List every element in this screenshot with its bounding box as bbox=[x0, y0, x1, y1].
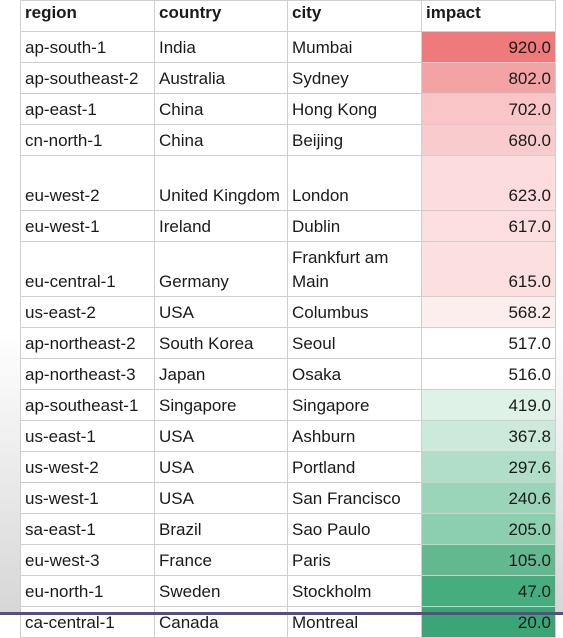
column-header-country[interactable]: country bbox=[154, 0, 288, 32]
country-cell: Japan bbox=[154, 358, 288, 390]
region-cell: sa-east-1 bbox=[20, 513, 155, 545]
country-cell: USA bbox=[154, 296, 288, 328]
country-cell: Sweden bbox=[154, 575, 288, 607]
table-row[interactable]: ap-northeast-3 Japan Osaka 516.0 bbox=[20, 358, 556, 390]
table-row[interactable]: eu-central-1 Germany Frankfurt am Main 6… bbox=[20, 241, 556, 297]
country-cell: Singapore bbox=[154, 389, 288, 421]
impact-cell: 516.0 bbox=[421, 358, 556, 390]
impact-table: region country city impact ap-south-1 In… bbox=[20, 0, 556, 638]
city-cell: San Francisco bbox=[287, 482, 422, 514]
region-cell: ap-northeast-2 bbox=[20, 327, 155, 359]
country-cell: China bbox=[154, 124, 288, 156]
region-cell: ap-east-1 bbox=[20, 93, 155, 125]
region-cell: ap-northeast-3 bbox=[20, 358, 155, 390]
table-row[interactable]: ap-southeast-1 Singapore Singapore 419.0 bbox=[20, 389, 556, 421]
region-cell: eu-central-1 bbox=[20, 241, 155, 297]
column-header-city[interactable]: city bbox=[287, 0, 422, 32]
impact-cell: 680.0 bbox=[421, 124, 556, 156]
city-cell: Beijing bbox=[287, 124, 422, 156]
region-cell: ap-southeast-2 bbox=[20, 62, 155, 94]
city-cell: Columbus bbox=[287, 296, 422, 328]
city-cell: Sydney bbox=[287, 62, 422, 94]
region-cell: us-west-2 bbox=[20, 451, 155, 483]
region-cell: us-east-2 bbox=[20, 296, 155, 328]
country-cell: USA bbox=[154, 482, 288, 514]
impact-cell: 205.0 bbox=[421, 513, 556, 545]
country-cell: China bbox=[154, 93, 288, 125]
city-cell: Sao Paulo bbox=[287, 513, 422, 545]
city-cell: Mumbai bbox=[287, 31, 422, 63]
impact-cell: 615.0 bbox=[421, 241, 556, 297]
impact-cell: 702.0 bbox=[421, 93, 556, 125]
city-cell: London bbox=[287, 155, 422, 211]
impact-cell: 617.0 bbox=[421, 210, 556, 242]
country-cell: United Kingdom bbox=[154, 155, 288, 211]
impact-cell: 517.0 bbox=[421, 327, 556, 359]
region-cell: eu-west-2 bbox=[20, 155, 155, 211]
city-cell: Frankfurt am Main bbox=[287, 241, 422, 297]
table-row[interactable]: eu-west-3 France Paris 105.0 bbox=[20, 544, 556, 576]
impact-cell: 568.2 bbox=[421, 296, 556, 328]
country-cell: Germany bbox=[154, 241, 288, 297]
impact-cell: 623.0 bbox=[421, 155, 556, 211]
region-cell: eu-north-1 bbox=[20, 575, 155, 607]
country-cell: India bbox=[154, 31, 288, 63]
table-container: region country city impact ap-south-1 In… bbox=[20, 0, 556, 638]
table-row[interactable]: us-west-1 USA San Francisco 240.6 bbox=[20, 482, 556, 514]
impact-cell: 297.6 bbox=[421, 451, 556, 483]
table-row[interactable]: cn-north-1 China Beijing 680.0 bbox=[20, 124, 556, 156]
impact-cell: 419.0 bbox=[421, 389, 556, 421]
country-cell: USA bbox=[154, 420, 288, 452]
country-cell: South Korea bbox=[154, 327, 288, 359]
city-cell: Singapore bbox=[287, 389, 422, 421]
impact-cell: 105.0 bbox=[421, 544, 556, 576]
region-cell: cn-north-1 bbox=[20, 124, 155, 156]
city-cell: Dublin bbox=[287, 210, 422, 242]
table-row[interactable]: eu-west-1 Ireland Dublin 617.0 bbox=[20, 210, 556, 242]
bottom-border bbox=[0, 612, 563, 615]
city-cell: Stockholm bbox=[287, 575, 422, 607]
region-cell: ap-southeast-1 bbox=[20, 389, 155, 421]
impact-cell: 367.8 bbox=[421, 420, 556, 452]
table-row[interactable]: us-east-1 USA Ashburn 367.8 bbox=[20, 420, 556, 452]
table-row[interactable]: eu-west-2 United Kingdom London 623.0 bbox=[20, 155, 556, 211]
impact-cell: 240.6 bbox=[421, 482, 556, 514]
table-row[interactable]: ap-southeast-2 Australia Sydney 802.0 bbox=[20, 62, 556, 94]
column-header-region[interactable]: region bbox=[20, 0, 155, 32]
region-cell: ap-south-1 bbox=[20, 31, 155, 63]
table-row[interactable]: ap-east-1 China Hong Kong 702.0 bbox=[20, 93, 556, 125]
column-header-impact[interactable]: impact bbox=[421, 0, 556, 32]
table-row[interactable]: ap-northeast-2 South Korea Seoul 517.0 bbox=[20, 327, 556, 359]
table-row[interactable]: ap-south-1 India Mumbai 920.0 bbox=[20, 31, 556, 63]
country-cell: Australia bbox=[154, 62, 288, 94]
region-cell: us-east-1 bbox=[20, 420, 155, 452]
country-cell: USA bbox=[154, 451, 288, 483]
city-cell: Paris bbox=[287, 544, 422, 576]
city-cell: Hong Kong bbox=[287, 93, 422, 125]
impact-cell: 47.0 bbox=[421, 575, 556, 607]
impact-cell: 920.0 bbox=[421, 31, 556, 63]
country-cell: Brazil bbox=[154, 513, 288, 545]
country-cell: France bbox=[154, 544, 288, 576]
impact-cell: 802.0 bbox=[421, 62, 556, 94]
country-cell: Ireland bbox=[154, 210, 288, 242]
header-row: region country city impact bbox=[20, 0, 556, 32]
city-cell: Portland bbox=[287, 451, 422, 483]
region-cell: eu-west-3 bbox=[20, 544, 155, 576]
city-cell: Ashburn bbox=[287, 420, 422, 452]
city-cell: Seoul bbox=[287, 327, 422, 359]
table-row[interactable]: us-west-2 USA Portland 297.6 bbox=[20, 451, 556, 483]
region-cell: us-west-1 bbox=[20, 482, 155, 514]
city-cell: Osaka bbox=[287, 358, 422, 390]
table-row[interactable]: us-east-2 USA Columbus 568.2 bbox=[20, 296, 556, 328]
region-cell: eu-west-1 bbox=[20, 210, 155, 242]
table-row[interactable]: eu-north-1 Sweden Stockholm 47.0 bbox=[20, 575, 556, 607]
table-row[interactable]: sa-east-1 Brazil Sao Paulo 205.0 bbox=[20, 513, 556, 545]
